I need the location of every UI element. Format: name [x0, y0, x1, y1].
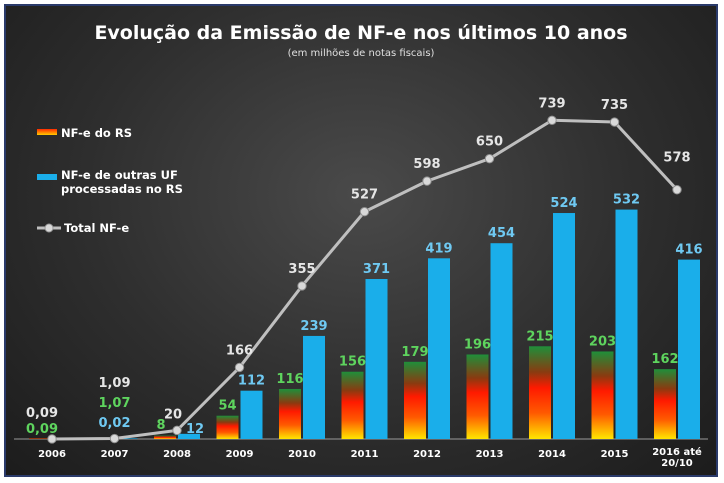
outras-uf-label-8: 524: [550, 196, 577, 211]
x-tick-label-7: 2013: [476, 449, 504, 460]
bar-outras-uf-2: [178, 433, 200, 439]
total-label-1: 1,09: [98, 376, 130, 391]
bar-outras-uf-8: [553, 213, 575, 439]
x-tick-label-10: 2016 até 20/10: [652, 446, 702, 469]
x-axis-ticks: 2006 2007 2008 2009 2010 2011 2012 2013 2014 2015…: [38, 446, 702, 469]
x-tick-label-0: 2006: [38, 449, 66, 460]
rs-label-8: 215: [526, 329, 553, 344]
outras-uf-label-10: 416: [675, 243, 702, 258]
bar-outras-uf-10: [678, 259, 700, 439]
total-point-5: [359, 207, 370, 217]
bar-rs-2: [154, 435, 176, 439]
rs-label-10: 162: [651, 352, 678, 367]
x-tick-label-9: 2015: [601, 449, 629, 460]
outras-uf-label-3: 112: [238, 374, 265, 389]
chart-frame: Evolução da Emissão de NF-e nos últimos …: [4, 4, 718, 477]
total-label-3: 166: [226, 343, 253, 358]
total-point-8: [547, 115, 557, 126]
outras-uf-label-7: 454: [488, 226, 515, 241]
total-point-3: [234, 362, 245, 373]
total-label-0: 0,09: [26, 406, 58, 421]
outras-uf-label-6: 419: [425, 241, 452, 256]
legend-swatch-total-marker: [44, 223, 54, 233]
bar-outras-uf-9: [615, 209, 638, 439]
chart-area: Evolução da Emissão de NF-e nos últimos …: [14, 22, 708, 469]
total-point-7: [484, 153, 495, 164]
bar-rs-10: [654, 369, 676, 439]
outras-uf-label-1: 0,02: [98, 416, 130, 431]
total-point-0: [47, 434, 57, 444]
rs-label-5: 156: [339, 355, 366, 370]
bars-layer: [29, 209, 700, 439]
total-label-7: 650: [476, 135, 503, 150]
total-label-10: 578: [663, 151, 690, 166]
total-label-8: 739: [538, 96, 565, 111]
rs-label-4: 116: [276, 372, 303, 387]
legend-swatch-outras-uf: [37, 174, 57, 180]
legend-label-total: Total NF-e: [64, 221, 129, 235]
bar-outras-uf-1: [115, 438, 138, 439]
total-label-6: 598: [413, 157, 440, 172]
bar-rs-5: [341, 371, 364, 439]
bar-outras-uf-7: [490, 243, 513, 439]
outras-uf-label-5: 371: [363, 262, 390, 277]
bar-outras-uf-5: [365, 279, 388, 439]
bar-rs-7: [466, 354, 489, 439]
bar-outras-uf-3: [240, 390, 263, 439]
total-label-4: 355: [288, 262, 315, 277]
bar-rs-3: [216, 415, 239, 439]
total-point-9: [609, 117, 620, 127]
total-point-10: [672, 185, 682, 195]
bar-rs-6: [404, 361, 426, 439]
total-point-4: [297, 281, 307, 291]
legend-swatch-rs: [37, 129, 57, 135]
outras-uf-label-2: 12: [186, 422, 204, 437]
total-label-2: 20: [164, 407, 182, 422]
total-label-5: 527: [351, 188, 378, 203]
legend-label-rs: NF-e do RS: [61, 126, 132, 140]
rs-label-6: 179: [401, 345, 428, 360]
x-tick-label-1: 2007: [101, 449, 129, 460]
chart-title: Evolução da Emissão de NF-e nos últimos …: [94, 22, 627, 44]
total-point-2: [172, 425, 182, 436]
x-tick-label-5: 2011: [351, 449, 379, 460]
total-point-6: [422, 176, 432, 186]
x-tick-label-3: 2009: [226, 449, 254, 460]
total-label-9: 735: [601, 98, 628, 113]
bar-rs-9: [591, 351, 614, 439]
legend: NF-e do RS NF-e de outras UF processadas …: [37, 126, 183, 235]
bar-rs-0: [29, 438, 51, 439]
rs-label-0: 0,09: [26, 422, 58, 437]
bar-outras-uf-6: [428, 258, 450, 439]
rs-label-1: 1,07: [98, 396, 130, 411]
bar-rs-8: [529, 346, 551, 439]
outras-uf-label-9: 532: [613, 193, 640, 208]
legend-label-outras-uf: NF-e de outras UF processadas no RS: [61, 168, 183, 196]
rs-label-3: 54: [218, 399, 236, 414]
rs-label-7: 196: [464, 337, 491, 352]
x-tick-label-2: 2008: [163, 449, 191, 460]
total-line-layer: [47, 115, 682, 444]
rs-label-9: 203: [589, 334, 616, 349]
chart-subtitle: (em milhões de notas fiscais): [288, 48, 435, 59]
outras-uf-label-4: 239: [300, 319, 327, 334]
rs-label-2: 8: [156, 418, 165, 433]
bar-outras-uf-4: [303, 335, 325, 439]
x-tick-label-8: 2014: [538, 449, 566, 460]
x-tick-label-6: 2012: [413, 449, 441, 460]
total-point-1: [109, 433, 120, 444]
x-tick-label-4: 2010: [288, 449, 316, 460]
bar-rs-4: [279, 388, 301, 439]
